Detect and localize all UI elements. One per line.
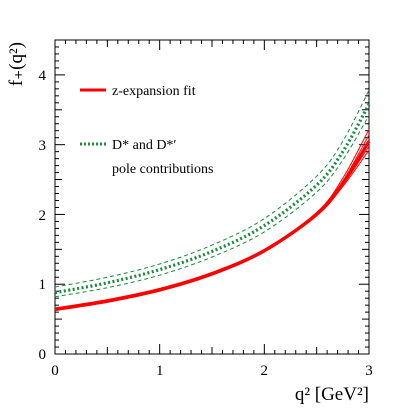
axis-ticks: [54, 39, 370, 355]
x-tick-label: 2: [261, 363, 269, 379]
pole-central-line: [54, 103, 371, 295]
x-tick-label: 3: [365, 363, 373, 379]
y-tick-label: 4: [39, 68, 47, 84]
legend-label-pole-contrib: pole contributions: [112, 162, 214, 177]
legend-label-pole: D* and D*′: [112, 138, 177, 153]
y-axis-title: f₊(q²): [6, 42, 27, 86]
legend-label-fit: z-expansion fit: [112, 84, 196, 99]
fit-band-line: [54, 134, 370, 310]
fit-band-lower-line: [54, 149, 370, 312]
x-tick-label: 0: [51, 363, 59, 379]
fit-band-upper-line: [54, 129, 370, 309]
series-layer: [54, 89, 371, 312]
y-tick-label: 0: [39, 347, 47, 363]
y-tick-label: 3: [39, 138, 47, 154]
plot-frame-group: [54, 39, 370, 355]
pole-band-lower-line: [54, 115, 370, 298]
fit-band-line: [54, 145, 370, 311]
legend: z-expansion fit D* and D*′ pole contribu…: [80, 84, 214, 177]
y-tick-label: 2: [39, 208, 47, 224]
plot-frame: [54, 39, 370, 355]
pole-band-upper-line: [54, 89, 370, 288]
y-tick-label: 1: [39, 277, 47, 293]
x-axis-title: q² [GeV²]: [295, 384, 369, 405]
x-tick-label: 1: [156, 363, 164, 379]
